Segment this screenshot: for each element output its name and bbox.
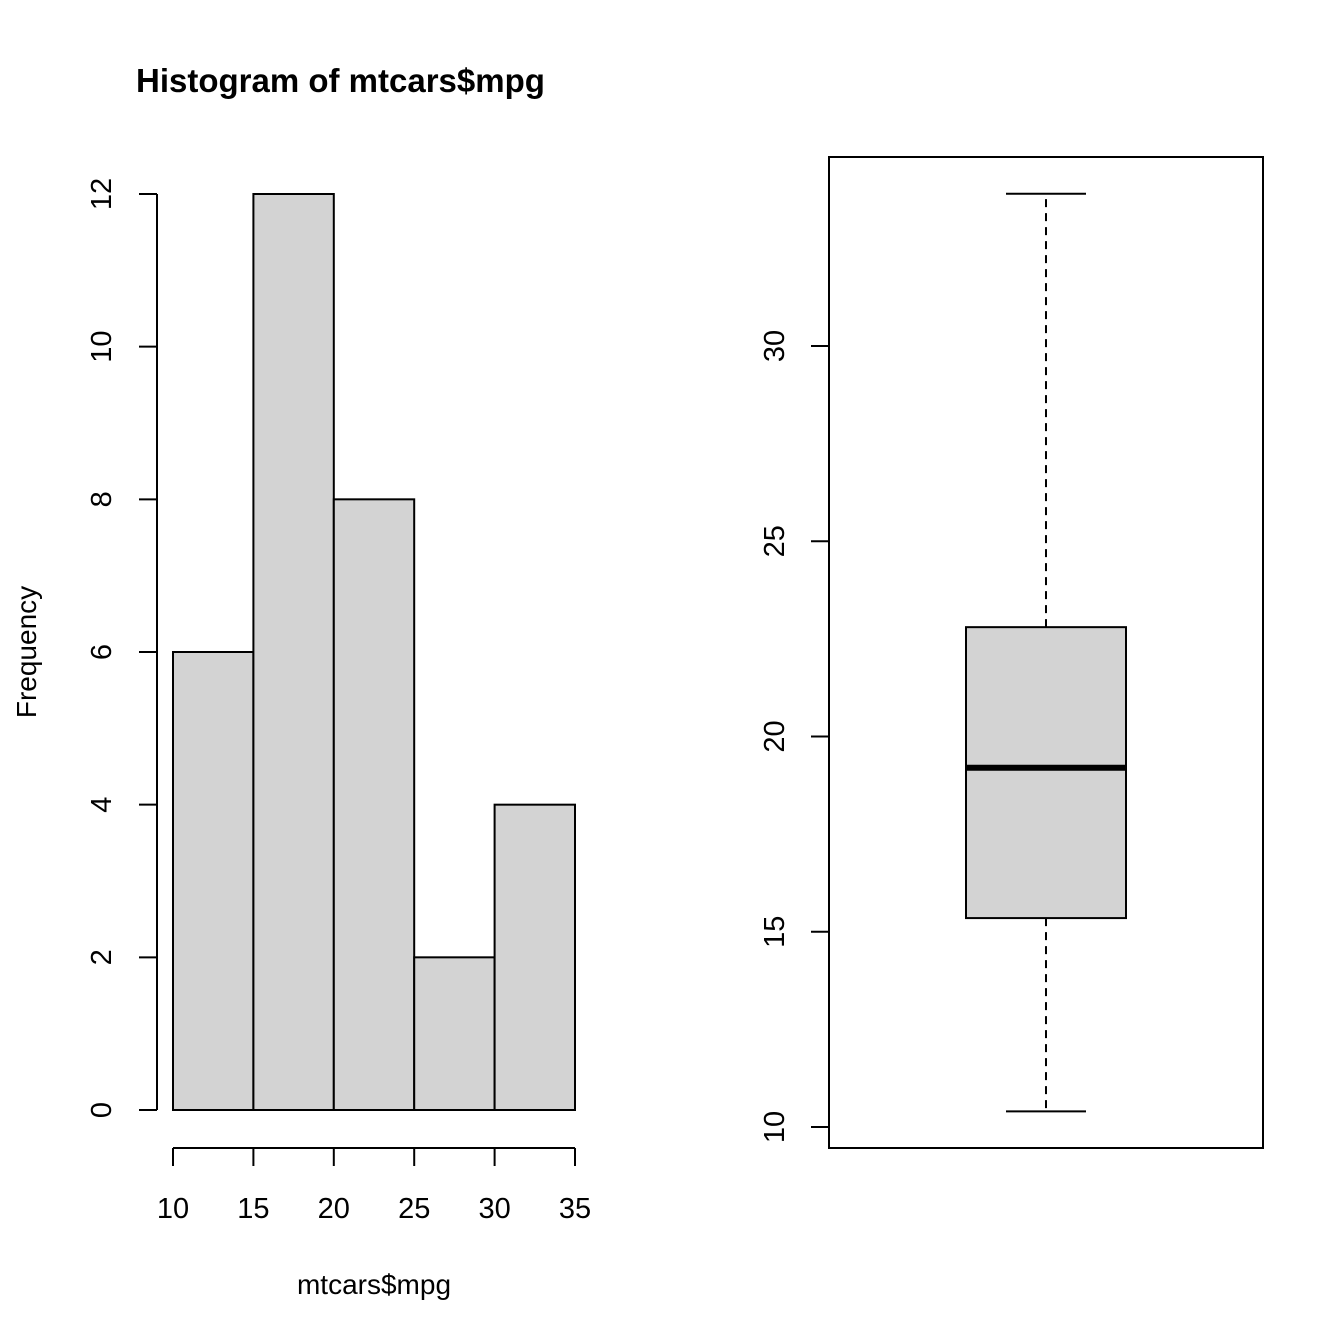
boxplot-y-tick-label: 20 [759,720,791,752]
histogram-x-tick-label: 30 [478,1193,510,1225]
histogram-y-tick-label: 10 [86,331,118,363]
histogram-bar [172,651,255,1111]
histogram-x-tick-label: 20 [318,1193,350,1225]
histogram-bars [172,193,577,1112]
histogram-title: Histogram of mtcars$mpg [136,62,545,99]
histogram-bar [493,803,577,1112]
histogram-x-tick-label: 10 [157,1193,189,1225]
histogram-y-tick-label: 2 [86,949,118,965]
histogram-y-axis-label: Frequency [11,586,42,718]
histogram-x-tick-label: 35 [559,1193,591,1225]
boxplot-body [965,192,1127,1113]
histogram-x-axis: 10 15 20 25 30 35 [157,1147,591,1225]
boxplot-chart: 10 15 20 25 30 [759,156,1264,1149]
histogram-chart: Histogram of mtcars$mpg mtcars$mpg Frequ… [11,62,591,1300]
boxplot-y-tick-label: 30 [759,330,791,362]
histogram-x-tick-label: 15 [237,1193,269,1225]
histogram-y-tick-label: 6 [86,644,118,660]
histogram-y-tick-label: 4 [86,797,118,813]
histogram-x-axis-label: mtcars$mpg [297,1269,451,1300]
histogram-y-tick-label: 12 [86,178,118,210]
histogram-y-tick-label: 0 [86,1102,118,1118]
boxplot-y-tick-label: 25 [759,525,791,557]
boxplot-y-tick-label: 10 [759,1111,791,1143]
histogram-bar [332,498,416,1112]
boxplot-box [965,626,1127,920]
histogram-y-tick-label: 8 [86,491,118,507]
histogram-x-tick-label: 25 [398,1193,430,1225]
histogram-bar [252,193,335,1111]
boxplot-y-tick-label: 15 [759,916,791,948]
histogram-y-axis: 0 2 4 6 8 10 12 [86,178,158,1118]
histogram-bar [413,956,496,1111]
boxplot-y-axis: 10 15 20 25 30 [759,330,830,1143]
